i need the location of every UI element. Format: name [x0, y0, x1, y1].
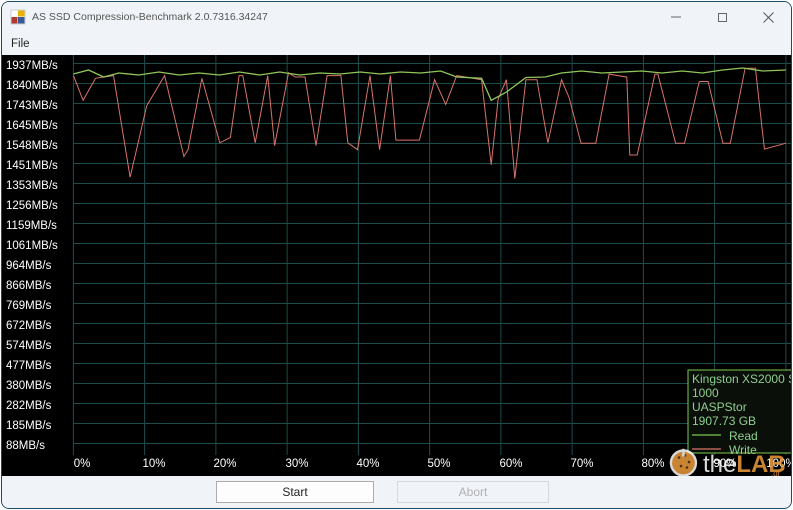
svg-text:40%: 40% [356, 458, 379, 470]
svg-text:1256MB/s: 1256MB/s [6, 200, 58, 212]
svg-text:Kingston XS2000 S: Kingston XS2000 S [692, 372, 791, 386]
svg-text:1000: 1000 [692, 386, 719, 400]
svg-text:88MB/s: 88MB/s [6, 440, 45, 452]
svg-text:282MB/s: 282MB/s [6, 400, 52, 412]
svg-text:380MB/s: 380MB/s [6, 380, 52, 392]
svg-text:10%: 10% [142, 458, 165, 470]
svg-text:.gr: .gr [771, 469, 781, 476]
svg-text:477MB/s: 477MB/s [6, 360, 52, 372]
svg-text:1159MB/s: 1159MB/s [6, 220, 57, 232]
svg-text:60%: 60% [499, 458, 522, 470]
svg-text:964MB/s: 964MB/s [6, 260, 52, 272]
svg-text:672MB/s: 672MB/s [6, 320, 52, 332]
svg-text:Read: Read [729, 429, 758, 443]
svg-text:30%: 30% [285, 458, 308, 470]
svg-text:50%: 50% [427, 458, 450, 470]
svg-text:1743MB/s: 1743MB/s [6, 100, 58, 112]
svg-text:80%: 80% [641, 458, 664, 470]
svg-text:1840MB/s: 1840MB/s [6, 80, 58, 92]
svg-text:185MB/s: 185MB/s [6, 420, 52, 432]
svg-text:20%: 20% [213, 458, 236, 470]
svg-text:UASPStor: UASPStor [692, 400, 747, 414]
svg-text:769MB/s: 769MB/s [6, 300, 52, 312]
svg-text:1061MB/s: 1061MB/s [6, 240, 58, 252]
svg-text:866MB/s: 866MB/s [6, 280, 52, 292]
svg-text:574MB/s: 574MB/s [6, 340, 52, 352]
svg-text:1451MB/s: 1451MB/s [6, 160, 58, 172]
svg-text:0%: 0% [74, 458, 91, 470]
svg-text:1645MB/s: 1645MB/s [6, 120, 58, 132]
svg-text:1907.73 GB: 1907.73 GB [692, 414, 756, 428]
svg-text:70%: 70% [570, 458, 593, 470]
svg-text:1353MB/s: 1353MB/s [6, 180, 58, 192]
svg-text:1937MB/s: 1937MB/s [6, 60, 58, 72]
svg-text:1548MB/s: 1548MB/s [6, 140, 58, 152]
